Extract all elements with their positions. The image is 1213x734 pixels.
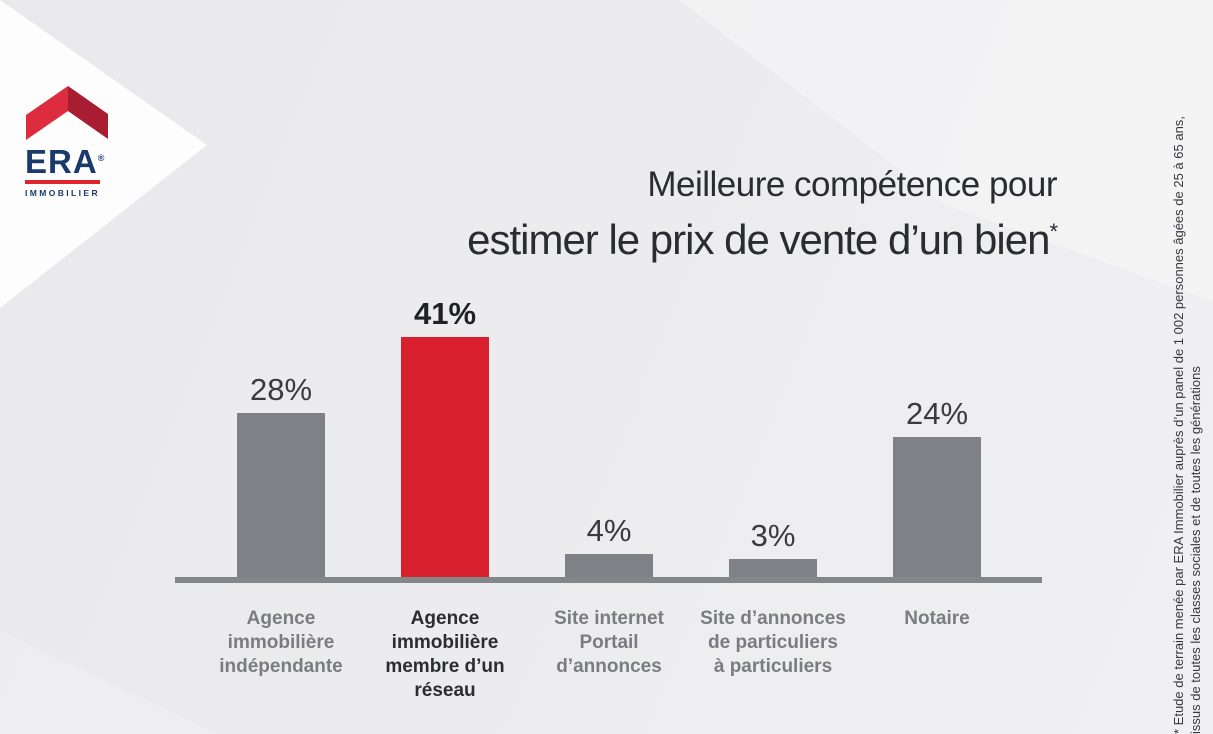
bar-2 bbox=[401, 337, 489, 577]
bar-category-label: Site d’annonces de particuliers à particul… bbox=[700, 608, 846, 677]
era-logo: ERA® IMMOBILIER bbox=[25, 85, 117, 198]
title-asterisk: * bbox=[1049, 219, 1058, 244]
bar-value-label: 3% bbox=[750, 518, 796, 553]
era-logo-subtitle: IMMOBILIER bbox=[25, 188, 100, 198]
bar-value-label: 28% bbox=[249, 372, 313, 407]
bar-5 bbox=[893, 437, 981, 577]
bar-value-label: 24% bbox=[905, 396, 969, 431]
bar-category-label: Site internet Portail d’annonces bbox=[554, 608, 664, 677]
bar-category-label: Agence immobilière membre d’un réseau bbox=[385, 608, 505, 701]
logo-underline bbox=[25, 180, 100, 184]
x-axis-line bbox=[175, 577, 1042, 583]
chart-title: Meilleure compétence pour estimer le pri… bbox=[467, 163, 1058, 265]
era-roof-icon bbox=[26, 86, 108, 140]
bar-value-label: 4% bbox=[586, 513, 632, 548]
bar-1 bbox=[237, 413, 325, 577]
bar-3 bbox=[565, 554, 653, 577]
chart-title-line2: estimer le prix de vente d’un bien* bbox=[467, 216, 1058, 263]
registered-mark: ® bbox=[97, 153, 105, 163]
bar-value-label: 41% bbox=[413, 296, 477, 331]
era-logo-wordmark: ERA® bbox=[25, 143, 105, 180]
bar-chart: 28% Agence immobilière indépendante 41% Agenc… bbox=[175, 280, 1042, 734]
bar-category-label: Notaire bbox=[904, 608, 970, 629]
chart-title-line1: Meilleure compétence pour bbox=[647, 165, 1057, 204]
bar-4 bbox=[729, 559, 817, 577]
bar-category-label: Agence immobilière indépendante bbox=[219, 608, 343, 677]
footnote-line2: issus de toutes les classes sociales et … bbox=[1188, 366, 1203, 734]
footnote-line1: * Etude de terrain menée par ERA Immobil… bbox=[1171, 116, 1186, 734]
footnote-vertical: * Etude de terrain menée par ERA Immobil… bbox=[1170, 0, 1204, 734]
